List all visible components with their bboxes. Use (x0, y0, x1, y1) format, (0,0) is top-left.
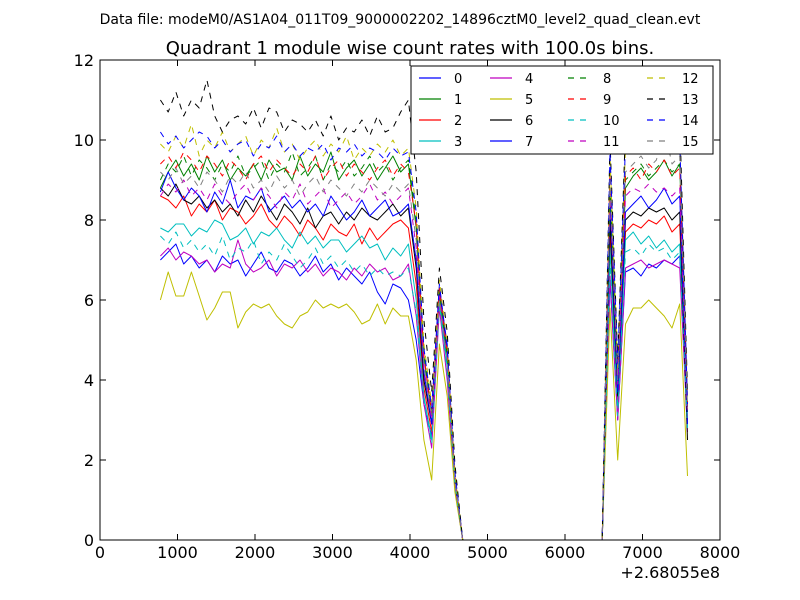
chart-title: Quadrant 1 module wise count rates with … (166, 38, 655, 59)
x-axis: 0 1000 2000 3000 4000 5000 6000 7000 8000 (95, 60, 740, 562)
legend-item-8: 8 (568, 72, 611, 87)
legend-label: 15 (682, 135, 699, 150)
legend-item-1: 1 (419, 93, 462, 108)
y-tick-label: 0 (84, 531, 94, 550)
series-line-7 (159, 171, 688, 540)
legend-label: 9 (603, 93, 611, 108)
x-tick-label: 0 (95, 543, 105, 562)
y-tick-label: 6 (84, 291, 94, 310)
legend-label: 8 (603, 72, 611, 87)
legend-item-0: 0 (419, 72, 462, 87)
series-line-11 (159, 179, 688, 540)
legend-label: 3 (454, 135, 462, 150)
series-line-9 (160, 151, 688, 540)
series-line-5 (159, 271, 688, 540)
legend-label: 4 (525, 72, 533, 87)
legend-item-12: 12 (647, 72, 699, 87)
legend-label: 13 (682, 93, 699, 108)
legend-item-15: 15 (647, 135, 699, 150)
x-tick-label: 5000 (467, 543, 508, 562)
series-line-2 (160, 195, 688, 540)
x-tick-label: 8000 (700, 543, 741, 562)
series-line-4 (160, 239, 688, 540)
y-tick-label: 8 (84, 211, 94, 230)
y-tick-label: 10 (74, 131, 94, 150)
legend-label: 10 (603, 114, 620, 129)
legend-item-2: 2 (419, 114, 462, 129)
y-tick-label: 12 (74, 51, 94, 70)
series-line-10 (160, 231, 688, 540)
series-line-6 (160, 183, 688, 540)
legend-item-13: 13 (647, 93, 699, 108)
series-line-14 (159, 131, 688, 540)
legend-label: 0 (454, 72, 462, 87)
x-tick-label: 7000 (622, 543, 663, 562)
legend-item-9: 9 (568, 93, 611, 108)
series-line-15 (160, 127, 688, 540)
legend-item-11: 11 (568, 135, 620, 150)
series-line-12 (160, 123, 688, 540)
legend-item-6: 6 (490, 114, 533, 129)
legend-label: 11 (603, 135, 620, 150)
figure-supertitle: Data file: modeM0/AS1A04_011T09_90000022… (100, 12, 701, 28)
legend-label: 2 (454, 114, 462, 129)
x-tick-label: 3000 (312, 543, 353, 562)
legend-item-4: 4 (490, 72, 533, 87)
legend-label: 1 (454, 93, 462, 108)
y-tick-label: 2 (84, 451, 94, 470)
y-tick-label: 4 (84, 371, 94, 390)
x-tick-label: 2000 (235, 543, 276, 562)
legend-label: 12 (682, 72, 699, 87)
legend-item-3: 3 (419, 135, 462, 150)
legend-label: 5 (525, 93, 533, 108)
legend-label: 7 (525, 135, 533, 150)
x-tick-label: 1000 (157, 543, 198, 562)
series-line-8 (159, 151, 688, 540)
legend-item-10: 10 (568, 114, 620, 129)
plot-area: 0 1000 2000 3000 4000 5000 6000 7000 8000 0 2 4 6 8 1… (74, 51, 741, 562)
x-offset-label: +2.68055e8 (620, 563, 720, 582)
legend-label: 6 (525, 114, 533, 129)
legend-box (410, 65, 714, 155)
legend-item-5: 5 (490, 93, 533, 108)
x-tick-label: 4000 (390, 543, 431, 562)
series-line-3 (160, 219, 688, 540)
series-group (159, 79, 688, 540)
x-tick-label: 6000 (545, 543, 586, 562)
legend-item-14: 14 (647, 114, 699, 129)
legend-item-7: 7 (490, 135, 533, 150)
legend-label: 14 (682, 114, 699, 129)
